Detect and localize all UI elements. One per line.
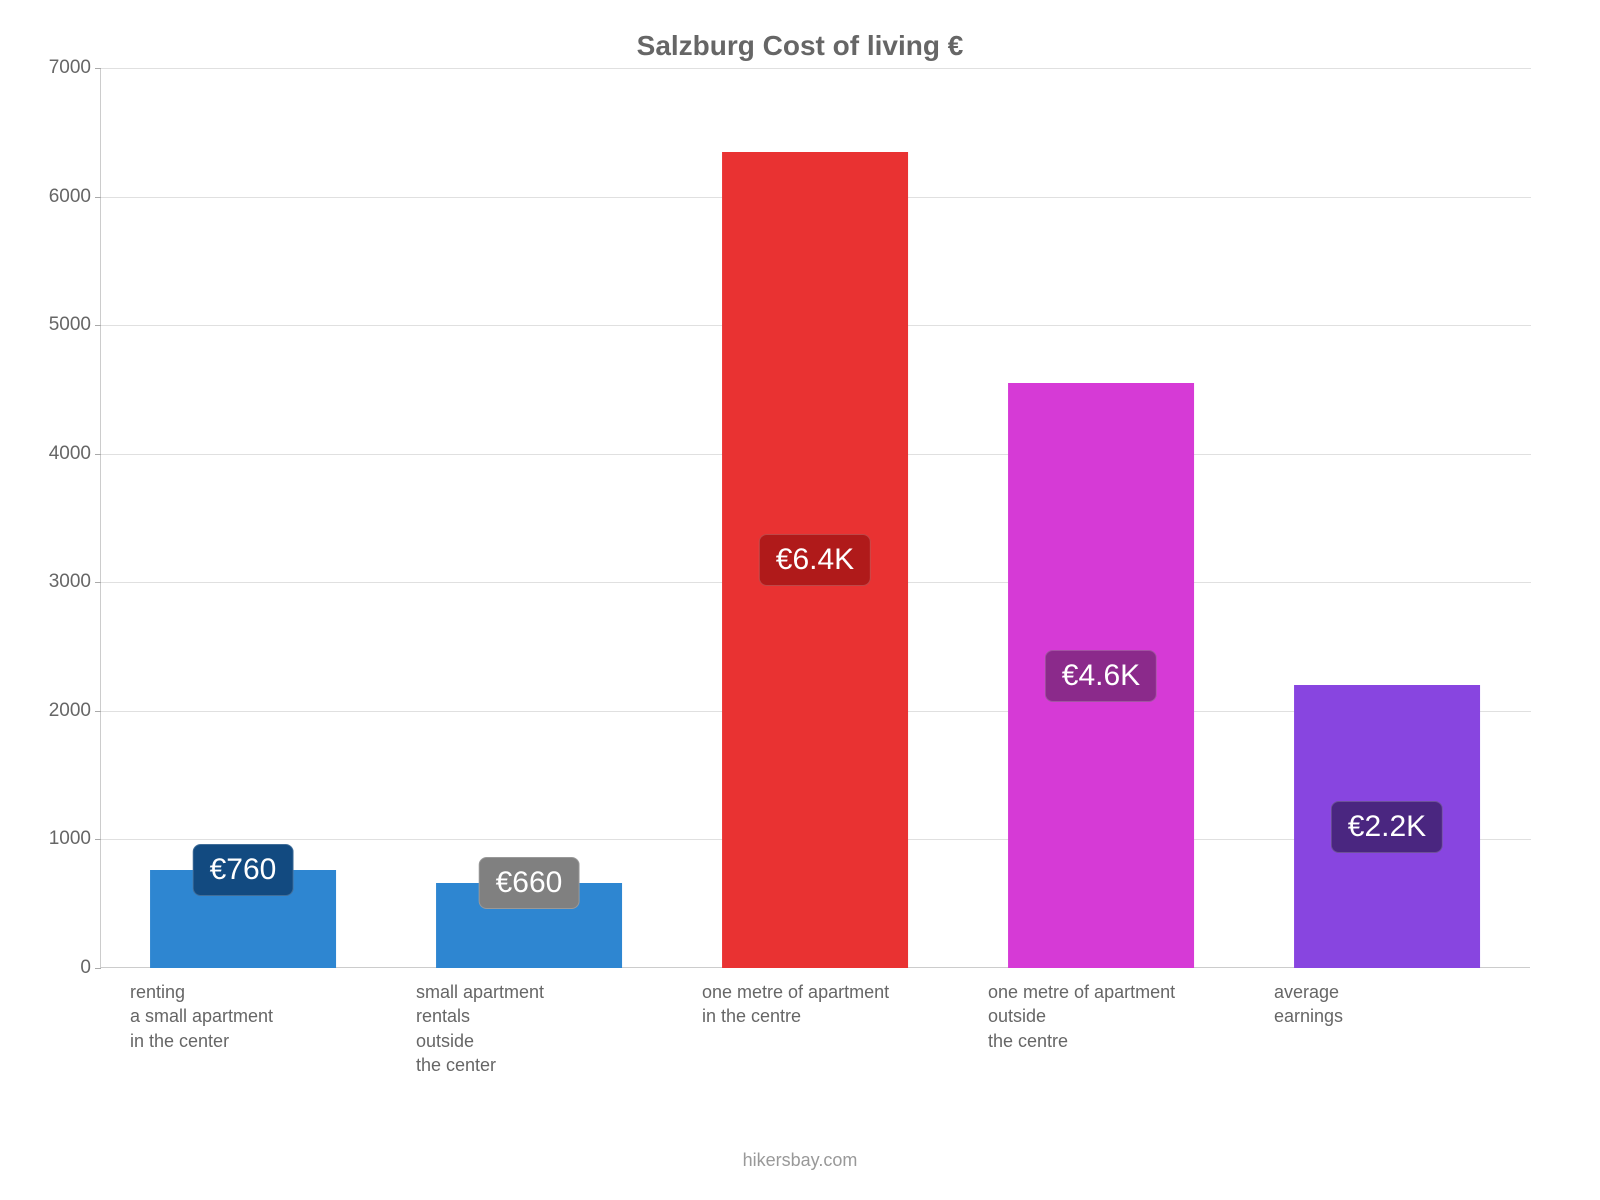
value-badge: €6.4K <box>759 534 871 586</box>
x-tick-label: renting a small apartment in the center <box>100 980 386 1053</box>
chart-title: Salzburg Cost of living € <box>0 0 1600 70</box>
bar-slot: €660 <box>386 68 672 968</box>
y-tick-label: 3000 <box>36 571 91 593</box>
y-tick-label: 1000 <box>36 828 91 850</box>
value-badge: €4.6K <box>1045 650 1157 702</box>
bar-slot: €2.2K <box>1244 68 1530 968</box>
y-tick-label: 0 <box>36 957 91 979</box>
y-tick-label: 6000 <box>36 186 91 208</box>
x-tick-label: average earnings <box>1244 980 1530 1029</box>
bar-slot: €4.6K <box>958 68 1244 968</box>
x-tick-label: one metre of apartment in the centre <box>672 980 958 1029</box>
x-tick-label: one metre of apartment outside the centr… <box>958 980 1244 1053</box>
footer-attribution: hikersbay.com <box>0 1150 1600 1171</box>
value-badge: €760 <box>193 844 294 896</box>
y-tick-label: 5000 <box>36 314 91 336</box>
y-tick-label: 2000 <box>36 700 91 722</box>
x-tick-label: small apartment rentals outside the cent… <box>386 980 672 1077</box>
y-tick-label: 7000 <box>36 57 91 79</box>
value-badge: €2.2K <box>1331 801 1443 853</box>
y-tick-label: 4000 <box>36 443 91 465</box>
bar-slot: €760 <box>100 68 386 968</box>
bars-container: €760 €660 €6.4K €4.6K €2.2K <box>100 68 1530 968</box>
value-badge: €660 <box>479 857 580 909</box>
chart-plot-area: 01000200030004000500060007000 €760€660€6… <box>100 68 1530 968</box>
bar-slot: €6.4K <box>672 68 958 968</box>
y-tick-mark <box>95 968 101 969</box>
